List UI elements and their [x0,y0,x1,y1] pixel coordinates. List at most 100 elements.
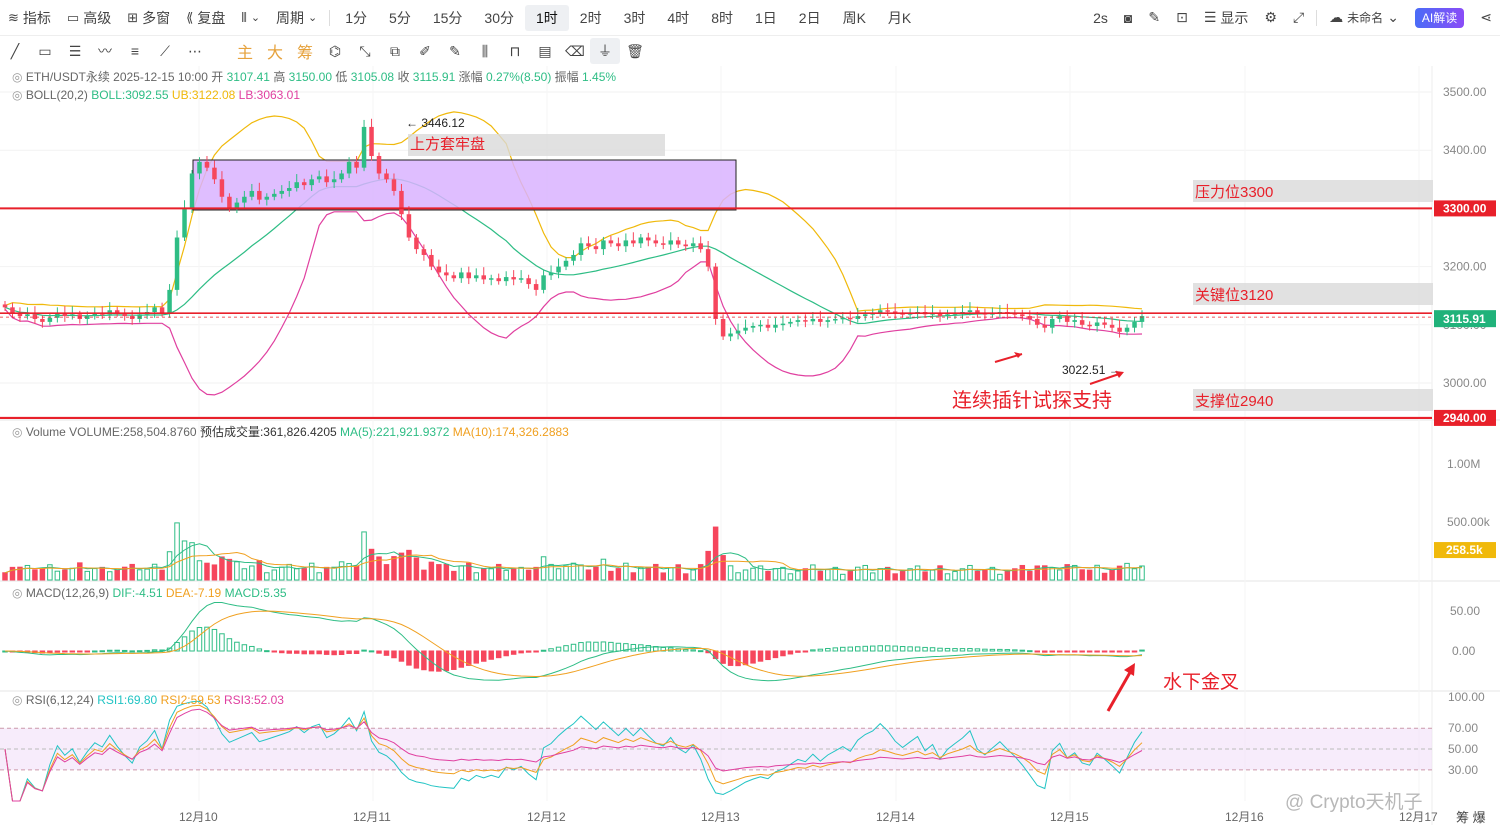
chip-tool-1[interactable]: 大 [266,45,283,62]
more-icon[interactable]: ⋯ [188,42,202,59]
period-tab-10[interactable]: 2日 [798,9,821,26]
volume-bar [1064,564,1070,581]
candle-body [1102,322,1107,325]
macd-hist-bar [1124,650,1130,653]
chip-tool-0[interactable]: 主 [236,45,253,62]
macd-hist-bar [1056,650,1063,653]
note-icon[interactable]: ▤ [538,42,552,59]
pattern-icon[interactable]: ⫼ [481,42,489,59]
macd-hist-bar [466,650,472,666]
trash-icon[interactable]: 🗑 [626,42,644,59]
rsi1-line [4,700,1143,802]
period-tab-9[interactable]: 1日 [754,9,777,26]
period-tab-11[interactable]: 周K [842,9,866,26]
brush-icon[interactable]: ✎ [449,42,461,59]
watermark: @ Crypto天机子 [1285,791,1423,813]
macd-hist-bar [1049,650,1055,653]
candle-body [474,275,479,279]
camera-icon[interactable]: ◙ [1123,9,1133,26]
period-tab-1[interactable]: 5分 [389,9,411,26]
period-tab-4[interactable]: 1时 [525,4,569,31]
rsi-axis-label: 30.00 [1448,763,1478,777]
macd-hist-bar [443,650,450,672]
candle-body [10,307,15,314]
period-tab-2[interactable]: 15分 [432,9,463,26]
macd-hist-bar [406,650,412,666]
macd-hist-bar [884,645,891,652]
display-label: 显示 [1220,9,1249,26]
period-tab-6[interactable]: 3时 [623,9,646,26]
refresh-rate[interactable]: 2s [1093,9,1108,26]
volume-bar [742,569,749,581]
volume-bar [855,566,861,581]
share-icon[interactable]: ⋖ [1480,9,1492,25]
candle-body [1057,316,1062,319]
period-tab-7[interactable]: 4时 [667,9,690,26]
volume-bar [174,522,180,581]
pencil-icon[interactable]: ✎ [1148,9,1161,25]
copy-icon[interactable]: ⧉ [390,42,400,59]
price-axis-label: 3500.00 [1443,85,1487,99]
macd-hist-bar [361,649,367,652]
macd-hist-bar [428,650,435,672]
ai-button[interactable]: AI解读 [1414,7,1465,28]
macd-hist-bar [735,650,741,667]
pen-icon[interactable]: ✐ [419,42,431,59]
ohlc-legend: ◎ ETH/USDT永续 2025-12-15 10:00 开 3107.41 … [12,69,616,84]
topbar-item-5[interactable]: 周期 ⌄ [268,5,325,31]
chip-tool-2[interactable]: 筹 [296,45,313,62]
period-tab-5[interactable]: 2时 [579,9,602,26]
eraser-icon[interactable]: ⌫ [565,42,585,59]
legend-seg: RSI3:52.03 [224,693,284,707]
rect-tool-icon[interactable]: ▭ [38,42,52,59]
period-tab-3[interactable]: 30分 [484,9,514,26]
macd-hist-bar [495,650,502,659]
volume-bar [840,573,846,581]
measure-icon[interactable]: ⤡ [359,42,371,59]
macd-hist-bar [832,647,839,652]
volume-bar [234,561,240,581]
topbar-item-3[interactable]: ⟪ 复盘 [178,5,233,31]
lock-icon[interactable]: ⊓ [509,42,521,59]
fib-tool-icon[interactable]: ≡ [130,43,140,59]
topbar-label: 指标 [22,9,51,26]
macd-hist-bar [720,650,726,664]
volume-bar [570,562,577,581]
macd-hist-bar [810,649,816,652]
topbar-item-4[interactable]: ⫴ ⌄ [233,5,268,31]
macd-hist-bar [600,641,607,652]
magnet-icon[interactable]: ⌬ [328,42,342,59]
period-tab-0[interactable]: 1分 [345,9,368,26]
volume-bar [1056,569,1063,581]
candle-body [803,320,808,322]
parallel-tool-icon[interactable]: ☰ [68,42,82,59]
volume-bar [1004,571,1011,581]
topbar-item-0[interactable]: ≋ 指标 [0,5,59,31]
trapped-zone-box [408,134,665,156]
line-tool-icon[interactable]: ╱ [10,42,20,59]
chart-area[interactable]: 3500.003400.003300.003200.003100.003000.… [0,66,1500,825]
volume-bar [144,568,150,581]
wave-tool-icon[interactable]: 〰 [98,43,112,59]
volume-bar [810,564,816,581]
topbar-item-1[interactable]: ▭ 高级 [59,5,119,31]
topbar-item-2[interactable]: ⊞ 多窗 [119,5,178,31]
filter-icon[interactable]: ⏚ [590,38,620,64]
display-button[interactable]: ☰ 显示 [1196,5,1257,31]
legend-seg: MA(10):174,326.2883 [453,425,569,439]
ray-tool-icon[interactable]: ⟋ [160,42,170,59]
legend-seg: 3105.08 [351,70,398,84]
legend-seg: RSI1:69.80 [97,693,160,707]
candle-body [414,237,419,250]
resistance-tag-label: 压力位3300 [1195,184,1273,201]
candle-body [623,240,629,247]
layout-select[interactable]: ☁ 未命名 ⌄ [1321,5,1407,31]
period-tab-12[interactable]: 月K [887,9,912,26]
candle-body [481,275,486,280]
period-tab-8[interactable]: 8时 [711,9,733,26]
expand-icon[interactable]: ⤢ [1292,9,1305,25]
candle-body [212,167,217,180]
macd-hist-bar [907,646,913,652]
settings-icon[interactable]: ⚙ [1264,9,1277,25]
fullscreen-exit-icon[interactable]: ⊡ [1176,9,1188,25]
